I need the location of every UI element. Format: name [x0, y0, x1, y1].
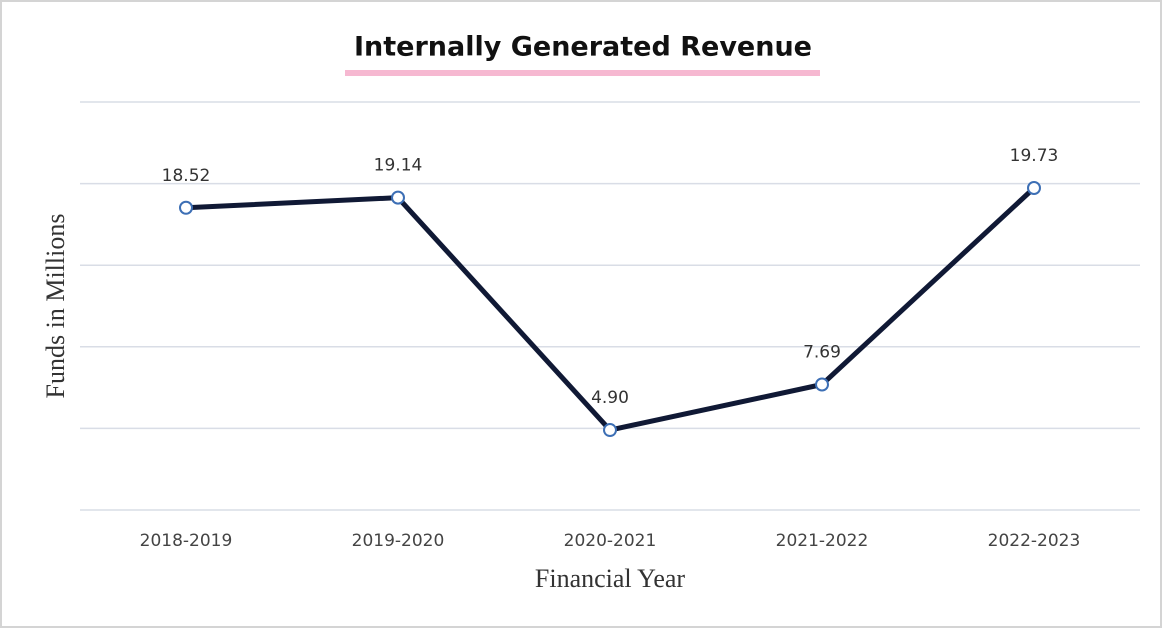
data-point: [815, 377, 829, 392]
data-point: [1027, 181, 1041, 196]
x-tick-label: 2020-2021: [564, 531, 657, 551]
data-label: 19.73: [1010, 146, 1059, 166]
x-axis-label: Financial Year: [535, 564, 686, 593]
data-label: 4.90: [591, 388, 629, 408]
chart-title: Internally Generated Revenue: [354, 32, 812, 63]
data-point: [179, 200, 193, 215]
x-tick-label: 2019-2020: [352, 531, 445, 551]
x-tick-label: 2021-2022: [776, 531, 869, 551]
y-axis-label: Funds in Millions: [41, 214, 70, 399]
x-tick-label: 2022-2023: [988, 531, 1081, 551]
title-underline: [345, 70, 820, 76]
data-label: 19.14: [374, 156, 423, 176]
x-tick-label: 2018-2019: [140, 531, 233, 551]
data-label: 18.52: [162, 166, 211, 186]
data-label: 7.69: [803, 342, 841, 362]
data-point: [391, 190, 405, 205]
data-point: [603, 423, 617, 438]
